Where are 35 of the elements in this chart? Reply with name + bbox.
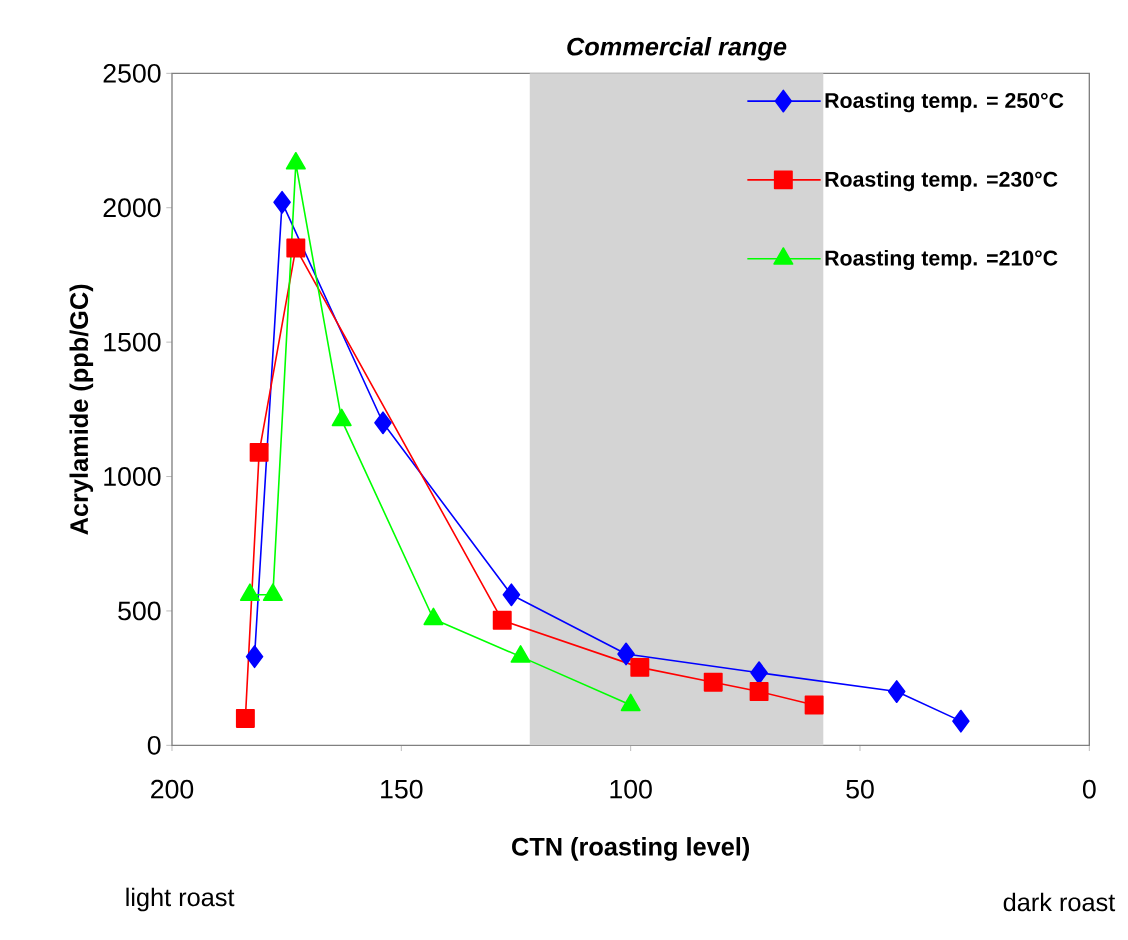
point xyxy=(286,238,306,258)
y-tick-label: 2000 xyxy=(103,198,161,218)
x-tick-label: 50 xyxy=(846,779,874,799)
x-tick-label: 100 xyxy=(610,779,652,799)
point xyxy=(249,442,269,462)
y-tick-label: 0 xyxy=(147,735,161,755)
legend-label: Roasting temp. =210°C xyxy=(825,249,1058,270)
point xyxy=(502,583,521,607)
y-tick-label: 1000 xyxy=(104,467,161,486)
point xyxy=(804,695,824,715)
point xyxy=(245,645,264,669)
point xyxy=(749,682,769,702)
y-axis-title: Acrylamide (ppb/GC) xyxy=(69,284,94,535)
text: light roast xyxy=(126,887,235,912)
legend-label: Roasting temp. = 250°C xyxy=(825,92,1064,113)
point xyxy=(273,190,291,214)
point xyxy=(630,657,650,677)
point xyxy=(374,411,392,435)
point xyxy=(617,642,635,666)
point xyxy=(492,610,512,630)
point xyxy=(952,709,970,733)
point xyxy=(235,708,255,728)
y-tick-label: 500 xyxy=(118,601,161,621)
band-label: Commercial range xyxy=(567,37,787,61)
point xyxy=(750,661,768,685)
x-axis-title: CTN (roasting level) xyxy=(512,837,750,861)
y-tick-label: 2500 xyxy=(103,63,161,83)
point xyxy=(887,680,906,704)
text: dark roast xyxy=(1003,892,1116,912)
legend-label: Roasting temp. =230°C xyxy=(825,171,1058,192)
x-tick-label: 200 xyxy=(151,779,194,799)
y-tick-label: 1500 xyxy=(104,332,161,352)
x-tick-label: 150 xyxy=(381,779,423,799)
point xyxy=(703,672,723,692)
x-tick-label: 0 xyxy=(1082,779,1096,799)
